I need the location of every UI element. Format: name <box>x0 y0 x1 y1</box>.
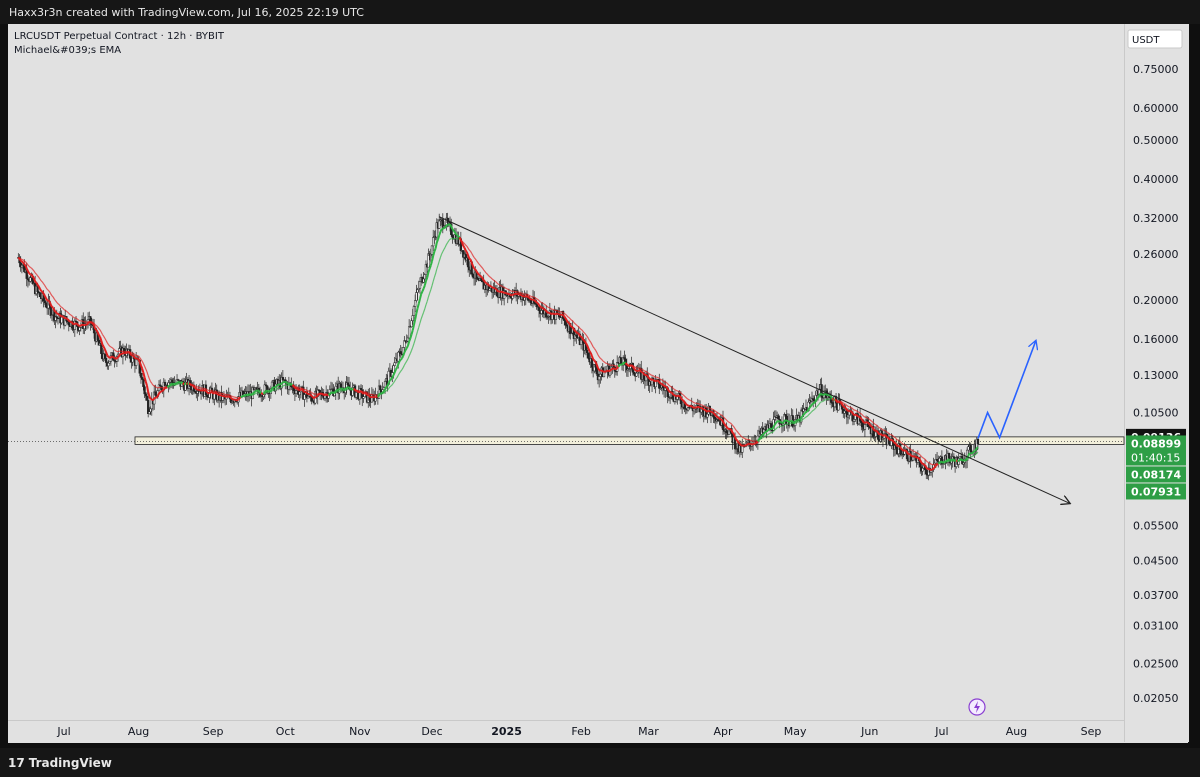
indicator-name: Michael&#039;s EMA <box>14 45 122 56</box>
symbol-line: LRCUSDT Perpetual Contract · 12h · BYBIT <box>14 31 224 42</box>
tradingview-logo-icon: 17 <box>8 756 25 770</box>
footer-bar: 17 TradingView <box>0 748 1200 777</box>
time-axis[interactable] <box>8 720 1188 743</box>
price-axis[interactable] <box>1124 24 1189 720</box>
tradingview-brand: TradingView <box>28 756 112 770</box>
axis-corner <box>1124 720 1189 742</box>
chart-legend: LRCUSDT Perpetual Contract · 12h · BYBIT… <box>14 30 224 58</box>
plot-area[interactable] <box>8 24 1124 742</box>
tradingview-logo[interactable]: 17 TradingView <box>8 756 112 770</box>
chart-caption: Haxx3r3n created with TradingView.com, J… <box>9 6 364 19</box>
chart-caption-bar: Haxx3r3n created with TradingView.com, J… <box>0 0 1200 24</box>
